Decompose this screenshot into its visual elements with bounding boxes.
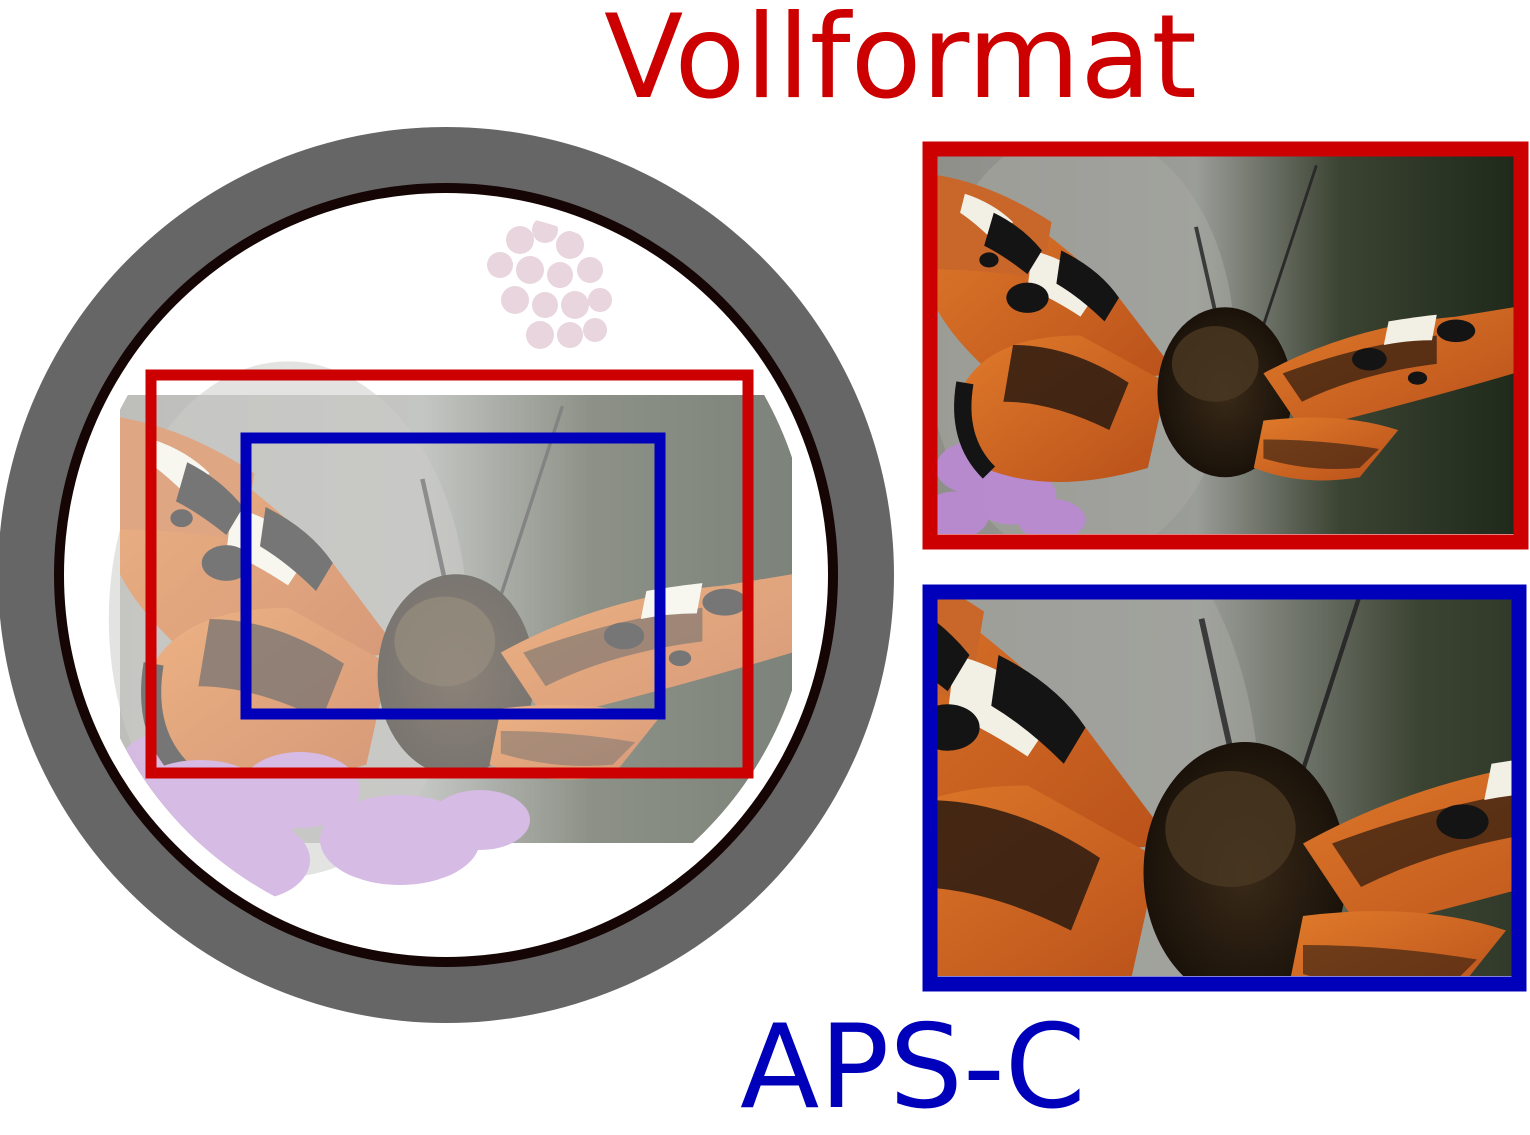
full-frame-preview-border [922, 141, 1529, 550]
full-frame-outline [145, 369, 754, 779]
lens-illustration [0, 127, 894, 1023]
aps-c-outline [240, 432, 666, 720]
aps-c-preview-border [922, 584, 1527, 992]
aps-c-label: APS-C [740, 1000, 1086, 1135]
full-frame-preview [922, 141, 1529, 550]
image-circle [81, 209, 811, 939]
full-frame-label: Vollformat [604, 0, 1197, 125]
aps-c-preview [922, 584, 1527, 992]
